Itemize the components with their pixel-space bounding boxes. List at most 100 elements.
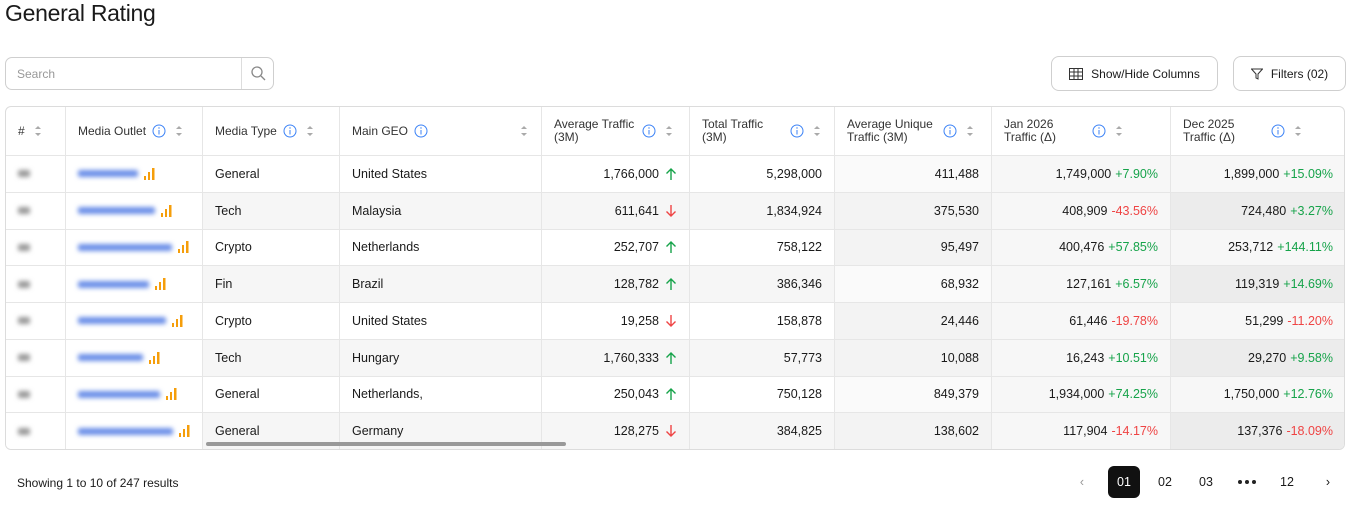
table-cell: 724,480 +3.27% <box>1171 192 1344 230</box>
table-cell: 19,258 <box>542 303 690 340</box>
table-cell: Brazil <box>340 266 542 303</box>
analytics-icon <box>172 314 183 327</box>
dec-change: +3.27% <box>1290 203 1333 218</box>
redacted-rank <box>18 280 30 288</box>
sort-icon <box>306 126 313 136</box>
columns-button[interactable]: Show/Hide Columns <box>1051 56 1218 91</box>
header-label: Media Type <box>215 124 277 138</box>
next-page[interactable]: › <box>1325 475 1331 489</box>
table-cell: 57,773 <box>690 339 835 377</box>
trend-up-icon <box>666 351 676 364</box>
unique-traffic: 68,932 <box>940 277 979 292</box>
dec-traffic: 1,899,000 <box>1223 166 1280 181</box>
jan-change: +10.51% <box>1108 350 1158 365</box>
table-cell: Tech <box>203 339 340 377</box>
dec-change: -11.20% <box>1287 313 1333 328</box>
redacted-outlet <box>78 207 155 215</box>
ellipsis[interactable] <box>1231 466 1263 498</box>
table-cell <box>66 339 203 377</box>
header-label: Average Traffic (3M) <box>554 117 635 144</box>
jan-traffic: 1,934,000 <box>1048 387 1105 402</box>
filters-button[interactable]: Filters (02) <box>1233 56 1346 91</box>
table-cell: 1,934,000 +74.25% <box>992 376 1171 414</box>
column-header[interactable]: Total Traffic (3M) <box>690 107 835 156</box>
table-cell <box>6 376 66 414</box>
jan-change: +74.25% <box>1108 387 1158 402</box>
column-header[interactable]: Jan 2026 Traffic (Δ) <box>992 107 1171 156</box>
filter-icon <box>1250 68 1263 80</box>
total-traffic: 1,834,924 <box>766 203 822 218</box>
column-header[interactable]: Average Unique Traffic (3M) <box>835 107 992 156</box>
dec-change: +15.09% <box>1283 166 1333 181</box>
table-cell: 95,497 <box>835 229 992 267</box>
dec-change: -18.09% <box>1286 424 1333 439</box>
media-type: Tech <box>215 203 242 218</box>
table-cell: 1,766,000 <box>542 156 690 193</box>
unique-traffic: 95,497 <box>940 240 979 255</box>
trend-up-icon <box>666 167 676 180</box>
table-cell: Fin <box>203 266 340 303</box>
analytics-icon <box>144 167 155 180</box>
column-header[interactable]: # <box>6 107 66 156</box>
prev-page[interactable]: ‹ <box>1079 475 1085 489</box>
table-cell: 750,128 <box>690 376 835 414</box>
media-type: Crypto <box>215 240 252 255</box>
table-cell <box>66 192 203 230</box>
table-cell <box>6 192 66 230</box>
redacted-outlet <box>78 354 143 362</box>
redacted-rank <box>18 207 30 215</box>
grid-icon <box>1069 67 1084 80</box>
total-traffic: 386,346 <box>776 277 822 292</box>
table-cell: 386,346 <box>690 266 835 303</box>
table-cell: 375,530 <box>835 192 992 230</box>
page-button[interactable]: 03 <box>1199 475 1213 489</box>
page-button[interactable]: 01 <box>1108 466 1140 498</box>
data-table: # Media Outlet Media Type Main GEO Average T… <box>5 106 1345 450</box>
table-cell: 51,299 -11.20% <box>1171 303 1344 340</box>
search-box[interactable]: Search <box>5 57 274 90</box>
column-header[interactable]: Average Traffic (3M) <box>542 107 690 156</box>
column-header[interactable]: Media Outlet <box>66 107 203 156</box>
media-type: Tech <box>215 350 242 365</box>
table-cell: Malaysia <box>340 192 542 230</box>
dot <box>1238 480 1242 484</box>
table-cell: Netherlands, <box>340 376 542 414</box>
sort-icon <box>1295 126 1301 136</box>
table-cell: 611,641 <box>542 192 690 230</box>
table-cell: General <box>203 376 340 414</box>
redacted-rank <box>18 427 30 435</box>
average-traffic: 1,766,000 <box>603 166 659 181</box>
table-cell: Crypto <box>203 229 340 267</box>
dec-change: +144.11% <box>1277 240 1333 255</box>
button-label: Show/Hide Columns <box>1091 66 1200 81</box>
table-cell: 1,749,000 +7.90% <box>992 156 1171 193</box>
main-geo: United States <box>352 166 428 181</box>
total-traffic: 758,122 <box>776 240 822 255</box>
column-header[interactable]: Dec 2025 Traffic (Δ) <box>1171 107 1344 156</box>
table-cell: 128,275 <box>542 413 690 449</box>
table-cell: 1,750,000 +12.76% <box>1171 376 1344 414</box>
table-cell: 5,298,000 <box>690 156 835 193</box>
main-geo: Netherlands <box>352 240 420 255</box>
column-header[interactable]: Main GEO <box>340 107 542 156</box>
analytics-icon <box>149 351 160 364</box>
jan-change: -43.56% <box>1111 203 1158 218</box>
table-cell: 250,043 <box>542 376 690 414</box>
table-cell <box>6 229 66 267</box>
table-cell: 128,782 <box>542 266 690 303</box>
header-label: Jan 2026 Traffic (Δ) <box>1004 117 1057 144</box>
header-label: Main GEO <box>352 124 409 138</box>
table-cell: Hungary <box>340 339 542 377</box>
dec-change: +14.69% <box>1283 277 1333 292</box>
column-header[interactable]: Media Type <box>203 107 340 156</box>
table-cell <box>66 266 203 303</box>
analytics-icon <box>179 425 190 438</box>
info-icon <box>283 124 297 138</box>
analytics-icon <box>178 241 189 254</box>
total-traffic: 57,773 <box>783 350 822 365</box>
page-button[interactable]: 12 <box>1280 475 1294 489</box>
table-cell <box>66 376 203 414</box>
unique-traffic: 138,602 <box>933 424 979 439</box>
page-button[interactable]: 02 <box>1158 475 1172 489</box>
